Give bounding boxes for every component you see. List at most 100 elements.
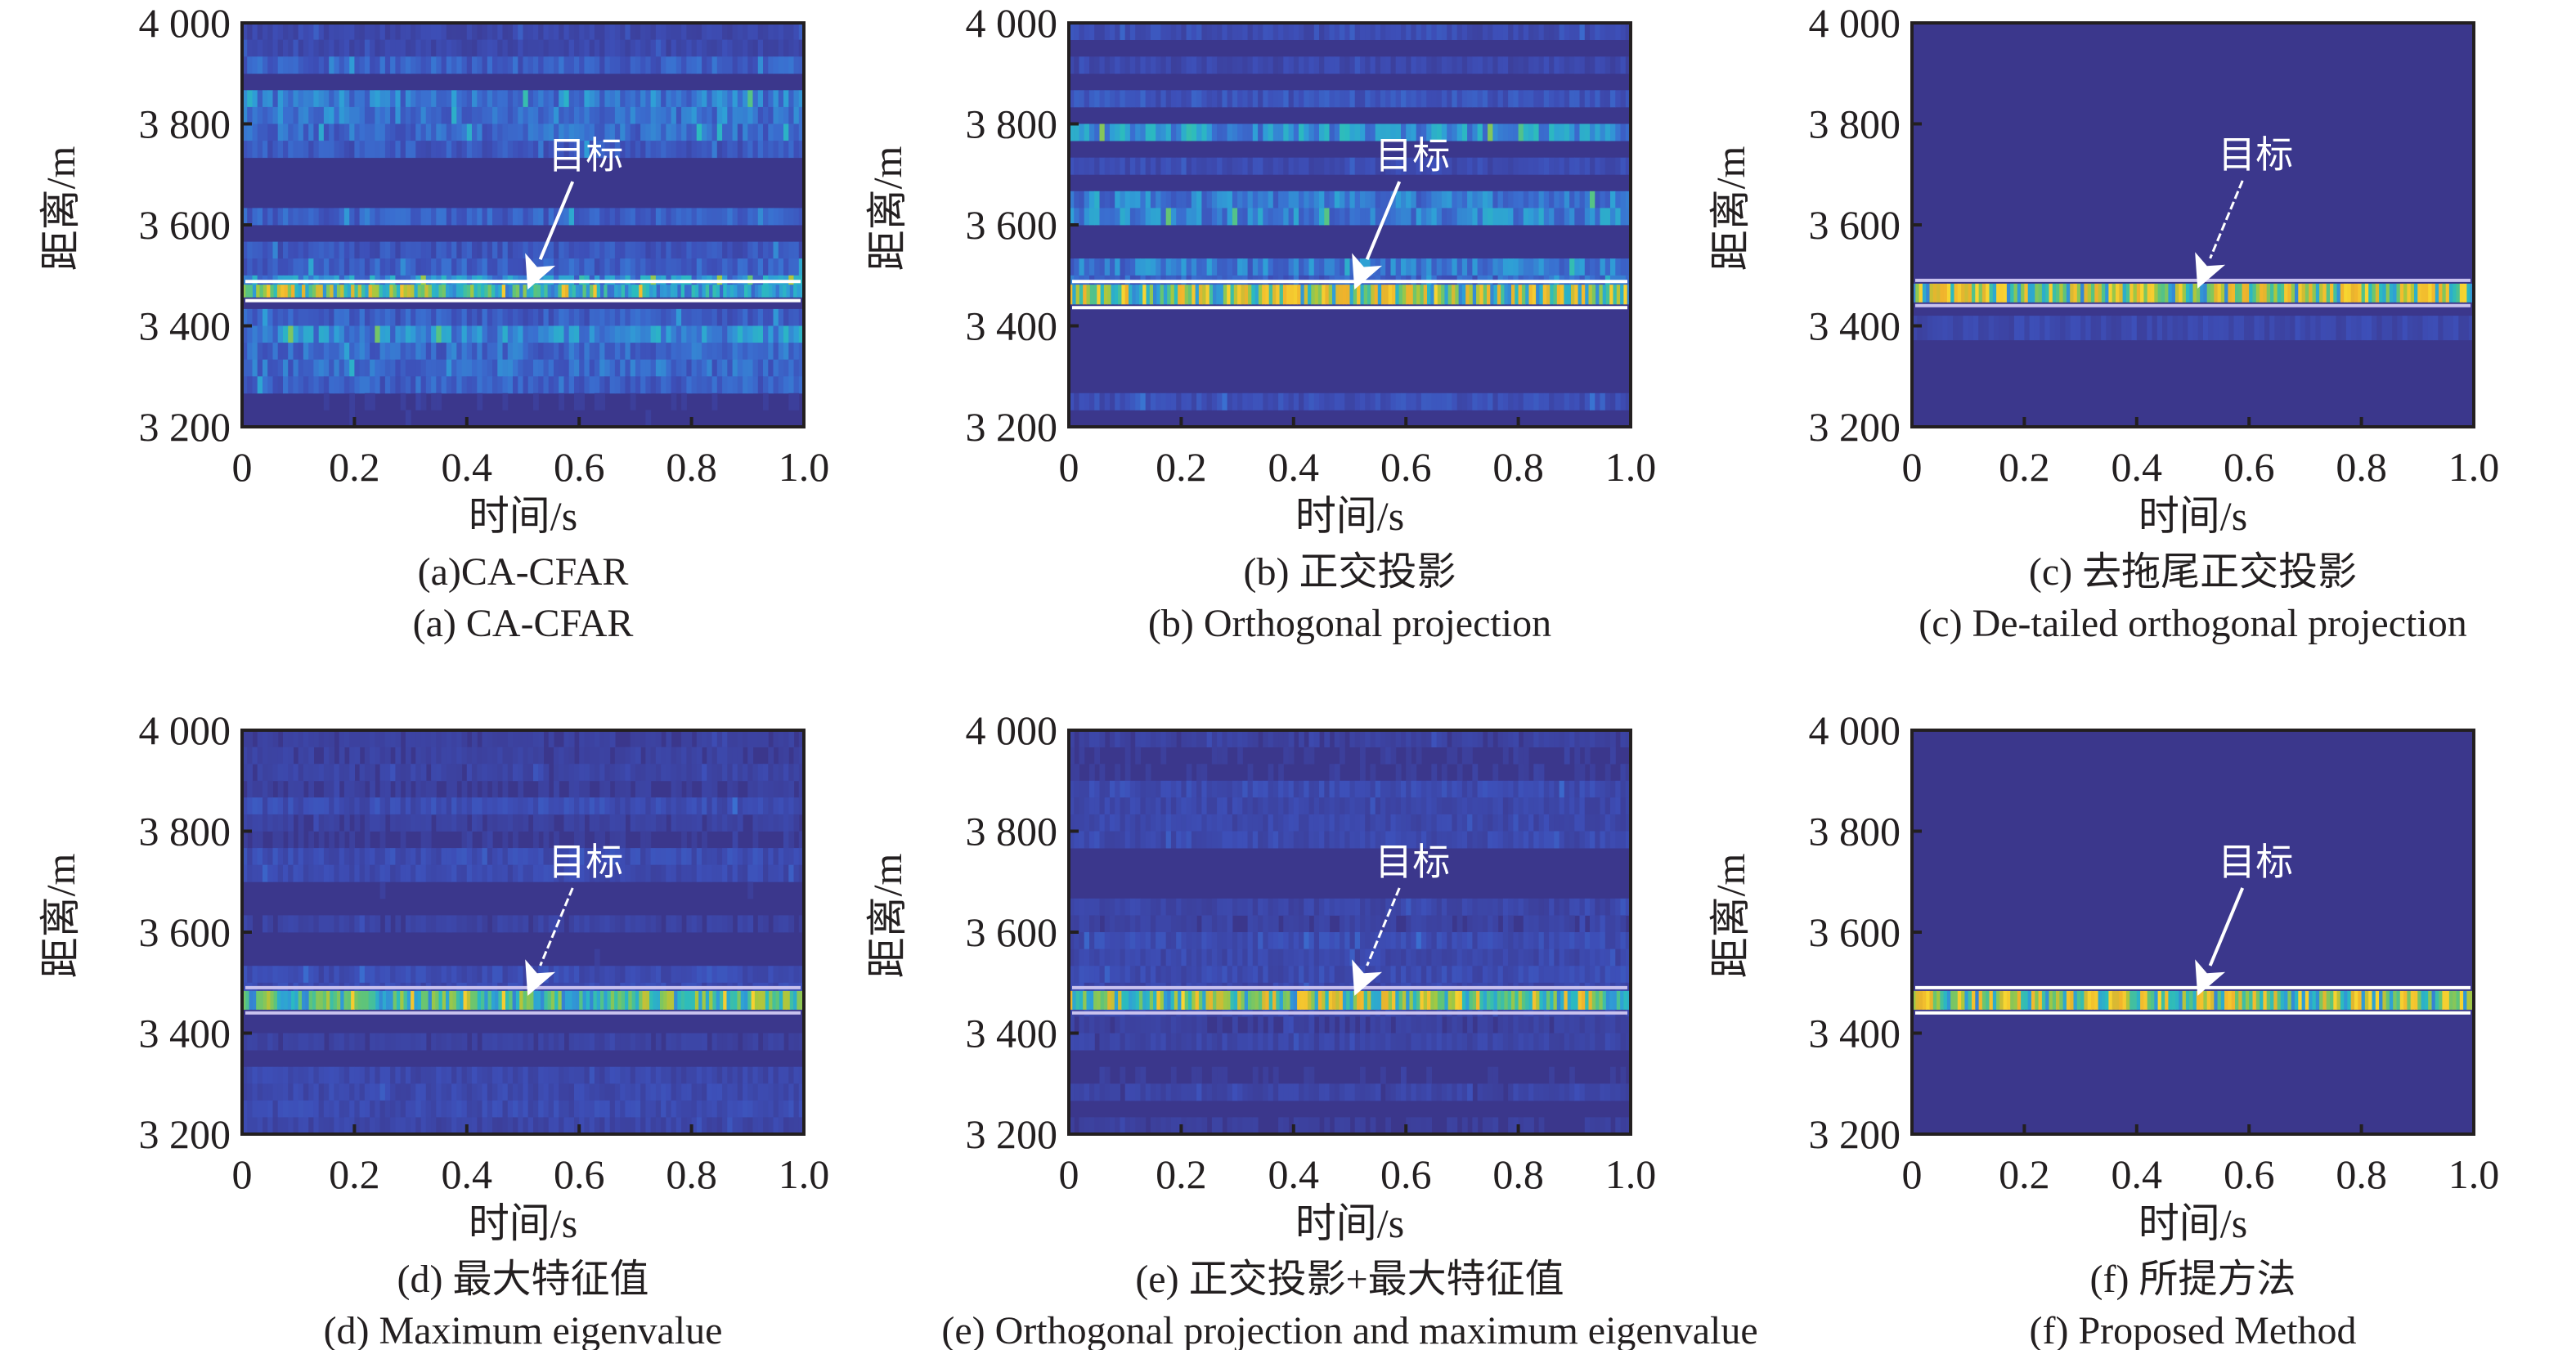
clutter-cell <box>487 848 493 866</box>
clutter-cell <box>298 208 304 226</box>
clutter-cell <box>425 325 432 343</box>
target-band-cell <box>2273 283 2278 303</box>
clutter-cell <box>594 56 600 74</box>
clutter-cell <box>604 241 611 259</box>
clutter-cell <box>492 23 498 40</box>
clutter-cell <box>1584 208 1591 226</box>
clutter-cell <box>1313 392 1320 410</box>
clutter-cell <box>1135 191 1141 209</box>
clutter-cell <box>257 258 263 276</box>
clutter-cell <box>1165 23 1172 40</box>
clutter-cell <box>1304 392 1310 410</box>
clutter-cell <box>2468 316 2474 341</box>
clutter-cell <box>798 241 804 259</box>
target-band-cell <box>593 285 598 298</box>
clutter-cell <box>446 1066 452 1084</box>
clutter-cell <box>384 864 391 882</box>
clutter-cell <box>487 23 493 40</box>
clutter-cell <box>620 241 626 259</box>
clutter-cell <box>1549 90 1555 108</box>
clutter-cell <box>752 1066 759 1084</box>
target-band-cell <box>1103 285 1108 305</box>
clutter-cell <box>425 730 432 747</box>
clutter-cell <box>645 1066 652 1084</box>
clutter-cell <box>635 208 641 226</box>
clutter-cell <box>2228 316 2234 341</box>
clutter-cell <box>343 1066 350 1084</box>
clutter-cell <box>574 1033 580 1051</box>
clutter-cell <box>242 797 248 815</box>
clutter-cell <box>543 1083 550 1101</box>
clutter-cell <box>743 1033 748 1051</box>
clutter-cell <box>543 343 550 361</box>
target-band-cell <box>1532 285 1537 305</box>
clutter-cell <box>554 1066 559 1084</box>
clutter-cell <box>763 359 769 377</box>
clutter-cell <box>1452 191 1458 209</box>
clutter-cell <box>431 325 437 343</box>
clutter-cell <box>783 747 789 765</box>
clutter-cell <box>379 780 386 798</box>
clutter-cell <box>579 848 585 866</box>
clutter-cell <box>1201 90 1208 108</box>
clutter-cell <box>242 747 248 765</box>
clutter-cell <box>1252 208 1259 226</box>
clutter-cell <box>272 56 279 74</box>
clutter-cell <box>538 123 544 141</box>
clutter-cell <box>640 208 646 226</box>
clutter-cell <box>533 1083 539 1101</box>
clutter-cell <box>477 90 483 108</box>
clutter-cell <box>277 275 284 293</box>
clutter-cell <box>538 90 544 108</box>
clutter-cell <box>609 258 616 276</box>
clutter-cell <box>1436 90 1443 108</box>
clutter-cell <box>370 376 375 394</box>
clutter-cell <box>472 141 478 159</box>
clutter-cell <box>456 258 463 276</box>
clutter-cell <box>1283 56 1290 74</box>
clutter-cell <box>548 814 554 832</box>
clutter-cell <box>400 241 406 259</box>
clutter-cell <box>732 359 738 377</box>
clutter-cell <box>743 966 748 984</box>
clutter-cell <box>395 123 402 141</box>
target-band-cell <box>1349 285 1354 305</box>
clutter-cell <box>349 359 355 377</box>
clutter-cell <box>568 123 575 141</box>
clutter-cell <box>359 90 366 108</box>
clutter-cell <box>696 241 702 259</box>
clutter-cell <box>329 730 334 747</box>
clutter-cell <box>472 814 478 832</box>
clutter-cell <box>1349 392 1356 410</box>
clutter-cell <box>1344 191 1351 209</box>
clutter-cell <box>671 23 677 40</box>
target-band-cell <box>2304 283 2309 303</box>
clutter-cell <box>716 123 723 141</box>
target-band-cell <box>2350 283 2355 303</box>
clutter-cell <box>1360 56 1366 74</box>
clutter-cell <box>773 376 779 394</box>
clutter-cell <box>461 780 468 798</box>
clutter-cell <box>431 23 437 40</box>
clutter-cell <box>1482 392 1488 410</box>
clutter-cell <box>1176 275 1182 293</box>
clutter-cell <box>2438 316 2444 341</box>
clutter-cell <box>599 1066 605 1084</box>
clutter-cell <box>1334 258 1340 276</box>
clutter-cell <box>456 1083 463 1101</box>
clutter-cell <box>630 308 636 326</box>
clutter-cell <box>257 343 263 361</box>
clutter-cell <box>599 208 605 226</box>
clutter-cell <box>466 241 473 259</box>
clutter-cell <box>1533 56 1540 74</box>
clutter-cell <box>441 275 447 293</box>
clutter-cell <box>375 359 381 377</box>
clutter-cell <box>747 747 754 765</box>
target-band-cell <box>1075 285 1080 305</box>
target-band-cell <box>1311 285 1316 305</box>
clutter-cell <box>1074 392 1079 410</box>
clutter-cell <box>568 258 575 276</box>
clutter-cell <box>696 730 702 747</box>
clutter-cell <box>329 831 334 849</box>
clutter-cell <box>620 814 626 832</box>
